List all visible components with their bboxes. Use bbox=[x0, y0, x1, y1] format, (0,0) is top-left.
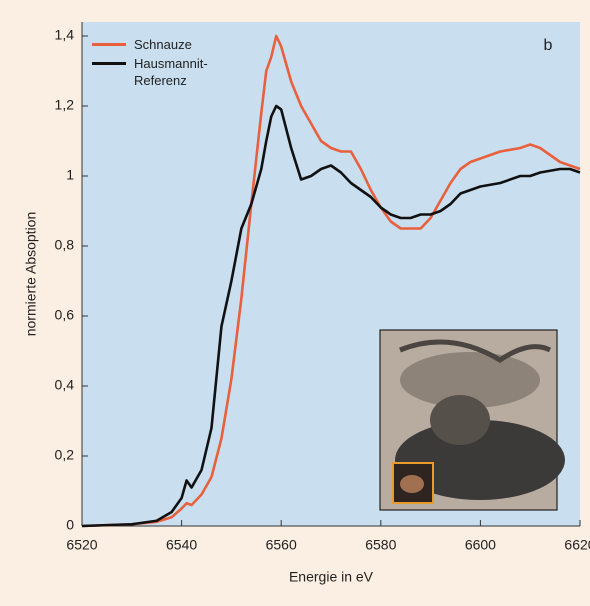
y-tick-label: 1,4 bbox=[55, 27, 75, 43]
legend-swatch bbox=[92, 43, 126, 46]
x-tick-label: 6600 bbox=[465, 537, 496, 553]
inset-photo bbox=[380, 330, 565, 510]
x-tick-label: 6580 bbox=[365, 537, 396, 553]
panel-label: b bbox=[544, 37, 553, 54]
legend-entry: Schnauze bbox=[92, 36, 214, 53]
legend: Schnauze Hausmannit-Referenz bbox=[92, 36, 214, 91]
chart: b normierte Absoption Energie in eV 0 0,2… bbox=[0, 0, 590, 606]
x-tick-label: 6560 bbox=[266, 537, 297, 553]
y-axis-label: normierte Absoption bbox=[23, 212, 39, 337]
legend-entry: Hausmannit-Referenz bbox=[92, 55, 214, 89]
y-tick-label: 1,2 bbox=[55, 97, 75, 113]
y-tick-label: 0 bbox=[66, 517, 74, 533]
y-tick-label: 0,2 bbox=[55, 447, 75, 463]
y-tick-label: 0,8 bbox=[55, 237, 75, 253]
legend-swatch bbox=[92, 62, 126, 65]
x-tick-label: 6540 bbox=[166, 537, 197, 553]
y-tick-label: 0,6 bbox=[55, 307, 75, 323]
x-axis-label: Energie in eV bbox=[289, 569, 374, 585]
x-tick-label: 6620 bbox=[564, 537, 590, 553]
legend-label: Schnauze bbox=[134, 36, 192, 53]
y-tick-label: 0,4 bbox=[55, 377, 75, 393]
x-tick-label: 6520 bbox=[66, 537, 97, 553]
figure: b normierte Absoption Energie in eV 0 0,2… bbox=[0, 0, 590, 606]
y-tick-label: 1 bbox=[66, 167, 74, 183]
legend-label: Hausmannit-Referenz bbox=[134, 55, 214, 89]
